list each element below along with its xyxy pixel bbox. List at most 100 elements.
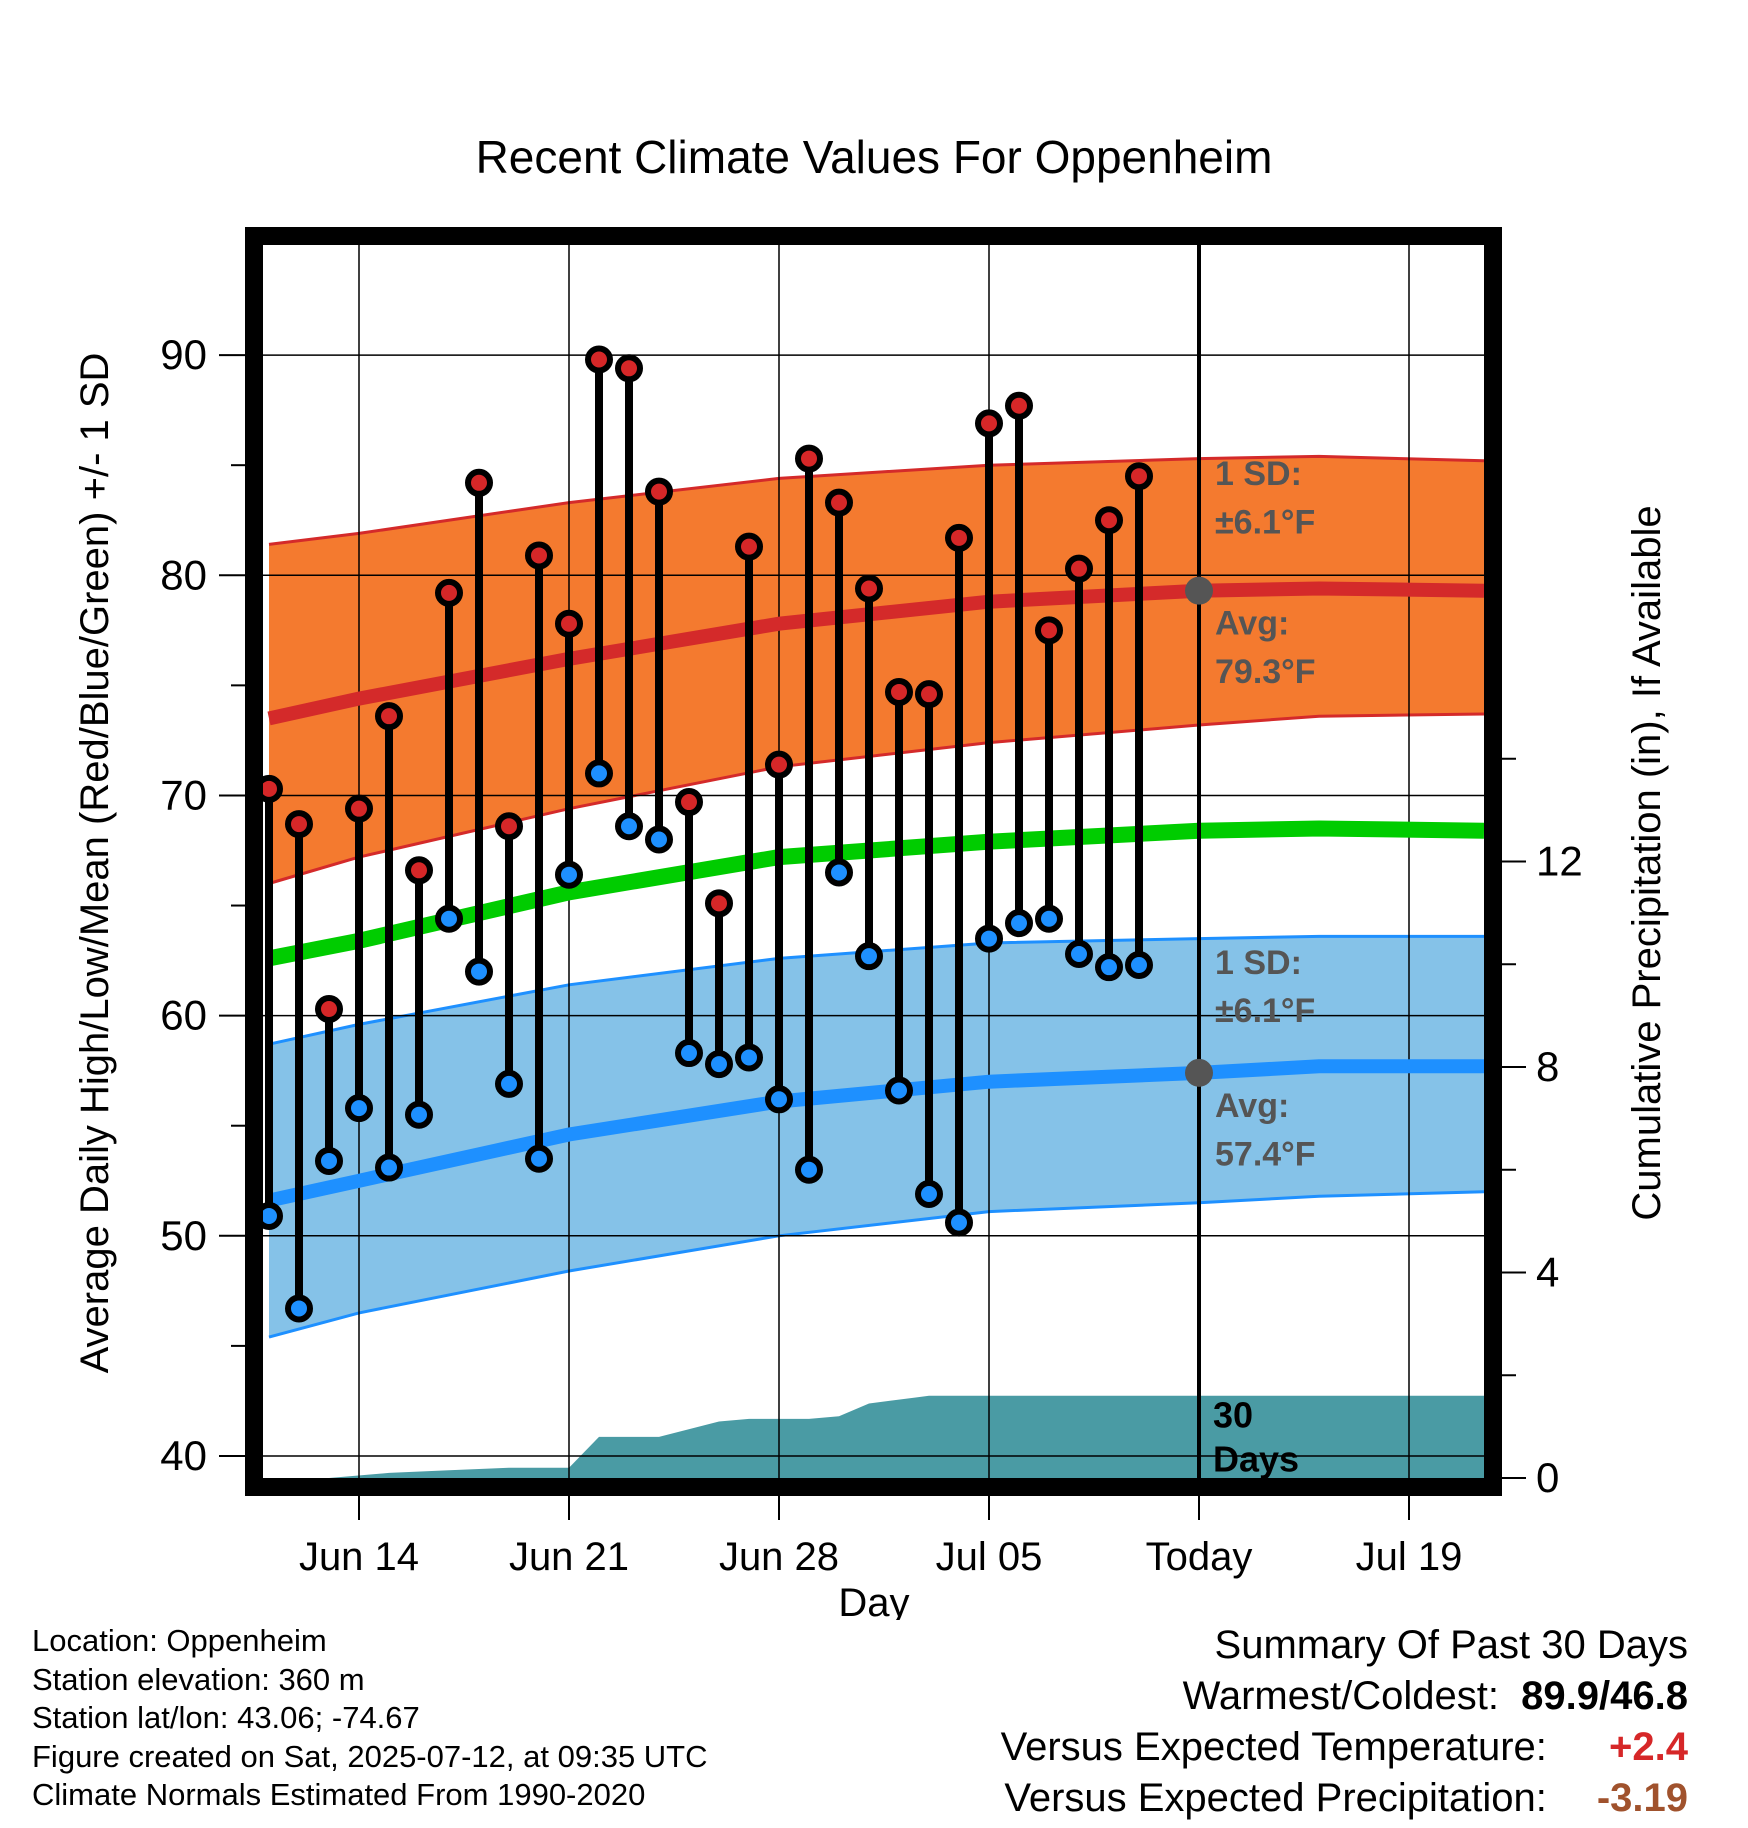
mean-avg-line	[267, 820, 1484, 967]
high-point	[1005, 391, 1033, 420]
y-tick-label: 80	[160, 551, 207, 598]
high-sd-upper-line	[268, 454, 1484, 546]
low-point	[1005, 909, 1033, 938]
high-point	[735, 532, 763, 561]
climate-chart: Recent Climate Values For Oppenheim 1 SD…	[73, 131, 1669, 1620]
high-point	[795, 444, 823, 473]
x-tick-label: Jun 28	[719, 1535, 839, 1579]
x-axis-label: Day	[838, 1581, 909, 1620]
low-point	[945, 1208, 973, 1237]
low-point	[915, 1179, 943, 1208]
low-point	[1035, 904, 1063, 933]
created-text: Figure created on Sat, 2025-07-12, at 09…	[32, 1738, 708, 1774]
y-tick-label: 50	[160, 1212, 207, 1259]
high-point	[765, 750, 793, 779]
summary-panel: Summary Of Past 30 Days Warmest/Coldest:…	[1001, 1620, 1688, 1824]
high-sd-label: 1 SD:	[1215, 455, 1302, 493]
y-tick-label: 60	[160, 992, 207, 1039]
high-point	[705, 889, 733, 918]
warmest-coldest-label: Warmest/Coldest:	[1182, 1674, 1499, 1718]
temp-anomaly-label: Versus Expected Temperature:	[1000, 1725, 1547, 1769]
low-point	[795, 1155, 823, 1184]
low-point	[263, 1201, 283, 1230]
high-point	[1065, 554, 1093, 583]
low-point	[435, 904, 463, 933]
high-sd-lower-line	[268, 712, 1484, 885]
x-tick-label: Jul 05	[936, 1535, 1043, 1579]
today-high-marker	[1185, 576, 1213, 605]
plot-frame	[245, 227, 1502, 1496]
precip-anomaly-label: Versus Expected Precipitation:	[1004, 1776, 1547, 1820]
x-tick-label: Jul 19	[1356, 1535, 1463, 1579]
latlon-text: Station lat/lon: 43.06; -74.67	[32, 1700, 420, 1735]
y2-tick-label: 12	[1536, 838, 1583, 885]
low-point	[705, 1050, 733, 1079]
warmest-coldest-row: Warmest/Coldest: 89.9/46.8	[1001, 1671, 1688, 1722]
high-point	[1095, 506, 1123, 535]
low-point	[975, 924, 1003, 953]
low-point	[825, 858, 853, 887]
high-point	[615, 354, 643, 383]
low-point	[555, 860, 583, 889]
high-point	[315, 995, 343, 1024]
temp-anomaly-row: Versus Expected Temperature: +2.4	[1001, 1722, 1688, 1773]
x-tick-label: Jun 21	[509, 1535, 629, 1579]
high-point	[885, 677, 913, 706]
high-avg-line	[267, 581, 1484, 726]
low-point	[525, 1144, 553, 1173]
low-sd-upper-line	[268, 934, 1484, 1046]
low-point	[645, 825, 673, 854]
low-point	[1065, 939, 1093, 968]
high-point	[495, 812, 523, 841]
high-point	[645, 477, 673, 506]
high-point	[345, 794, 373, 823]
low-sd-value: ±6.1°F	[1215, 992, 1315, 1030]
y-axis-label: Average Daily High/Low/Mean (Red/Blue/Gr…	[73, 353, 117, 1374]
days-count-label: 30	[1213, 1394, 1253, 1435]
high-point	[465, 468, 493, 497]
high-point	[585, 345, 613, 374]
location-text: Location: Oppenheim	[32, 1623, 327, 1658]
high-point	[675, 788, 703, 817]
days-word-label: Days	[1213, 1438, 1299, 1479]
high-point	[1125, 462, 1153, 491]
low-point	[675, 1039, 703, 1068]
high-point	[555, 609, 583, 638]
low-point	[405, 1100, 433, 1129]
y2-tick-label: 0	[1536, 1454, 1559, 1501]
high-point	[263, 774, 283, 803]
plot-area	[263, 245, 1484, 1478]
normals-text: Climate Normals Estimated From 1990-2020	[32, 1777, 646, 1812]
y2-tick-label: 4	[1536, 1249, 1559, 1296]
low-point	[495, 1069, 523, 1098]
today-low-marker	[1185, 1058, 1213, 1087]
low-point	[285, 1294, 313, 1323]
low-point	[585, 759, 613, 788]
low-sd-lower-line	[268, 1190, 1484, 1339]
high-point	[525, 541, 553, 570]
high-avg-value: 79.3°F	[1215, 653, 1316, 691]
precip-area	[269, 1395, 1484, 1478]
low-avg-value: 57.4°F	[1215, 1135, 1316, 1173]
low-avg-label: Avg:	[1215, 1087, 1289, 1125]
precip-anomaly-row: Versus Expected Precipitation: -3.19	[1001, 1773, 1688, 1824]
low-point	[615, 812, 643, 841]
summary-title: Summary Of Past 30 Days	[1214, 1623, 1688, 1667]
precip-anomaly-value: -3.19	[1596, 1776, 1688, 1820]
high-point	[825, 488, 853, 517]
low-point	[1095, 953, 1123, 982]
low-point	[735, 1043, 763, 1072]
high-point	[285, 810, 313, 839]
low-point	[765, 1085, 793, 1114]
low-point	[315, 1146, 343, 1175]
low-point	[345, 1094, 373, 1123]
chart-title: Recent Climate Values For Oppenheim	[476, 131, 1273, 183]
low-point	[855, 942, 883, 971]
y-tick-label: 40	[160, 1432, 207, 1479]
low-point	[1125, 950, 1153, 979]
temp-anomaly-value: +2.4	[1609, 1725, 1688, 1769]
high-avg-label: Avg:	[1215, 605, 1289, 643]
y-tick-label: 70	[160, 771, 207, 818]
high-point	[435, 578, 463, 607]
high-point	[375, 702, 403, 731]
